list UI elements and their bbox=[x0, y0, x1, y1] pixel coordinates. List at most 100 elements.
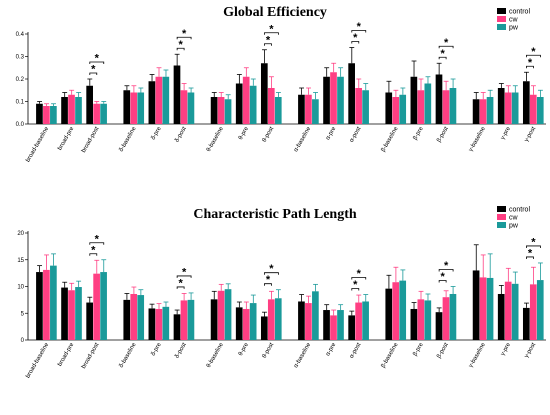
legend-swatch-cw bbox=[497, 214, 506, 220]
significance-star: * bbox=[357, 268, 362, 280]
chart-title-characteristic-path-length: Characteristic Path Length bbox=[193, 207, 357, 222]
bar-cw bbox=[242, 76, 250, 124]
legend-swatch-control bbox=[497, 206, 506, 212]
bar-pw bbox=[249, 85, 257, 124]
bar-pw bbox=[511, 283, 519, 340]
legend-label-pw: pw bbox=[509, 25, 519, 32]
y-tick-label: 0.3 bbox=[16, 55, 25, 61]
x-category-label: γ-pre bbox=[500, 341, 512, 356]
bar-cw bbox=[417, 90, 425, 124]
significance-star: * bbox=[182, 28, 187, 40]
bar-cw bbox=[330, 72, 337, 124]
significance-bracket bbox=[351, 288, 360, 291]
significance-bracket bbox=[89, 61, 105, 64]
bar-control bbox=[210, 299, 218, 340]
y-tick-label: 15 bbox=[17, 258, 24, 264]
bar-cw bbox=[93, 103, 100, 124]
bar-pw bbox=[486, 97, 494, 124]
bar-cw bbox=[305, 303, 312, 340]
bar-pw bbox=[337, 76, 344, 124]
bar-control bbox=[61, 287, 68, 340]
bar-pw bbox=[75, 97, 82, 124]
bar-control bbox=[385, 92, 393, 124]
significance-bracket bbox=[438, 56, 447, 60]
bar-cw bbox=[529, 284, 537, 340]
bar-cw bbox=[155, 308, 163, 340]
bar-control bbox=[86, 302, 93, 340]
bar-control bbox=[348, 315, 355, 340]
legend-swatch-pw bbox=[497, 222, 506, 228]
x-category-label: β-baseline bbox=[381, 341, 400, 369]
y-tick-label: 10 bbox=[17, 285, 24, 291]
bar-pw bbox=[449, 88, 457, 124]
significance-bracket bbox=[351, 30, 367, 33]
bar-control bbox=[410, 76, 418, 124]
bar-control bbox=[61, 97, 68, 124]
significance-star: * bbox=[178, 39, 183, 51]
bar-cw bbox=[130, 293, 138, 340]
bar-control bbox=[148, 308, 156, 340]
legend-swatch-pw bbox=[497, 24, 506, 30]
x-category-label: broad-post bbox=[81, 342, 101, 370]
x-category-label: θ-post bbox=[262, 126, 276, 144]
significance-star: * bbox=[353, 32, 358, 44]
significance-star: * bbox=[531, 46, 536, 58]
bar-cw bbox=[68, 290, 75, 340]
bar-pw bbox=[162, 76, 170, 124]
x-category-label: θ-baseline bbox=[206, 125, 225, 153]
x-category-label: α-pre bbox=[325, 125, 338, 141]
x-category-label: δ-post bbox=[174, 126, 188, 144]
bar-pw bbox=[100, 103, 107, 124]
bar-pw bbox=[449, 293, 457, 340]
significance-star: * bbox=[440, 271, 445, 283]
bar-pw bbox=[312, 291, 319, 340]
significance-bracket bbox=[351, 277, 367, 280]
legend-label-cw: cw bbox=[509, 215, 519, 222]
x-category-label: θ-pre bbox=[238, 125, 251, 141]
bar-control bbox=[472, 270, 480, 340]
y-tick-label: 0.2 bbox=[16, 77, 25, 83]
bar-pw bbox=[50, 265, 57, 340]
x-category-label: β-pre bbox=[412, 125, 425, 141]
bar-control bbox=[235, 83, 243, 124]
bar-pw bbox=[536, 280, 544, 340]
legend-swatch-cw bbox=[497, 16, 506, 22]
significance-star: * bbox=[95, 53, 100, 65]
bar-control bbox=[497, 293, 505, 340]
bar-pw bbox=[274, 298, 282, 340]
significance-bracket bbox=[526, 54, 541, 58]
bar-cw bbox=[217, 290, 225, 340]
x-category-label: δ-baseline bbox=[119, 341, 138, 369]
bar-pw bbox=[187, 92, 195, 124]
bar-pw bbox=[50, 106, 57, 124]
x-category-label: δ-pre bbox=[151, 341, 164, 357]
x-category-label: α-baseline bbox=[293, 341, 312, 369]
significance-star: * bbox=[531, 236, 536, 248]
bar-control bbox=[410, 308, 418, 340]
x-category-label: θ-baseline bbox=[206, 341, 225, 369]
x-category-label: γ-post bbox=[524, 126, 538, 143]
x-category-label: α-post bbox=[349, 126, 363, 144]
global-efficiency-chart: Global Efficiency 0.0 0.1 0.2 0.3 0.4 broad-b… bbox=[16, 5, 546, 163]
significance-star: * bbox=[178, 277, 183, 289]
significance-bracket bbox=[526, 256, 534, 259]
bar-cw bbox=[355, 302, 362, 340]
bar-cw bbox=[442, 90, 450, 124]
bar-cw bbox=[504, 92, 512, 124]
x-category-label: broad-pre bbox=[57, 341, 76, 367]
significance-bracket bbox=[176, 275, 192, 278]
bar-pw bbox=[187, 299, 195, 340]
legend-swatch-control bbox=[497, 8, 506, 14]
y-tick-label: 0.0 bbox=[16, 122, 25, 128]
x-category-label: θ-post bbox=[262, 342, 276, 360]
bar-pw bbox=[224, 99, 232, 124]
significance-star: * bbox=[357, 21, 362, 33]
y-tick-label: 0.1 bbox=[16, 100, 25, 106]
bar-cw bbox=[43, 269, 50, 340]
significance-bracket bbox=[176, 47, 185, 51]
significance-star: * bbox=[182, 266, 187, 278]
bar-cw bbox=[417, 299, 425, 340]
characteristic-path-length-chart: Characteristic Path Length 0 5 10 15 20 broad… bbox=[17, 206, 546, 379]
y-tick-label: 20 bbox=[17, 231, 24, 237]
